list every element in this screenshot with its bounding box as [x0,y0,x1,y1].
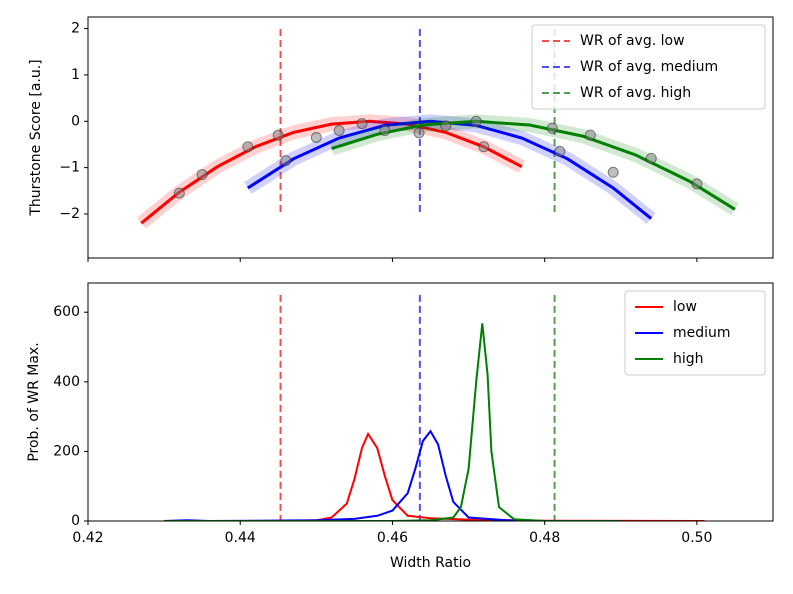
point [333,125,345,137]
y-tick-label: 0 [71,113,80,129]
legend-label: low [673,299,697,315]
curve [164,323,621,521]
point [379,125,391,137]
point [478,141,490,153]
point [584,129,596,141]
y-tick-label: 0 [71,513,80,529]
axes-frame [87,282,774,522]
x-tick-label: 0.46 [377,530,408,546]
y-tick-label: 2 [71,21,80,37]
y-tick-label: 400 [53,374,80,390]
point [440,120,452,132]
legend-box [624,290,766,376]
curve-band [329,114,739,216]
y-tick-label: −1 [59,160,80,176]
curve [331,119,736,211]
x-tick-label: 0.48 [529,530,560,546]
point [607,166,619,178]
point [310,132,322,143]
point [272,129,284,141]
plot-area [164,294,705,521]
legend-label: WR of avg. high [580,85,691,101]
axes-frame [87,16,774,259]
point [554,145,566,157]
y-axis-label: Prob. of WR Max. [26,342,42,461]
point [413,127,425,139]
legend-label: WR of avg. low [580,33,685,49]
y-axis-label: Thurstone Score [a.u.] [28,59,44,216]
point [356,118,368,130]
point [280,155,292,167]
y-tick-label: 200 [53,443,80,459]
point [196,169,208,181]
x-axis-label: Width Ratio [390,555,471,571]
y-tick-label: 1 [71,67,80,83]
x-tick-label: 0.50 [681,530,712,546]
legend-box [531,24,766,110]
legend-label: high [673,351,704,367]
y-tick-label: 600 [53,304,80,320]
legend-label: medium [673,325,731,341]
point [645,152,657,164]
point [691,178,703,190]
point [546,122,558,134]
point [470,115,482,127]
curve [164,429,621,521]
point [173,187,185,199]
point [242,141,254,153]
plot-area [136,29,739,229]
x-tick-label: 0.44 [225,530,256,546]
legend-label: WR of avg. medium [580,59,718,75]
curve [164,431,705,521]
y-tick-label: −2 [59,206,80,222]
x-tick-label: 0.42 [72,530,103,546]
